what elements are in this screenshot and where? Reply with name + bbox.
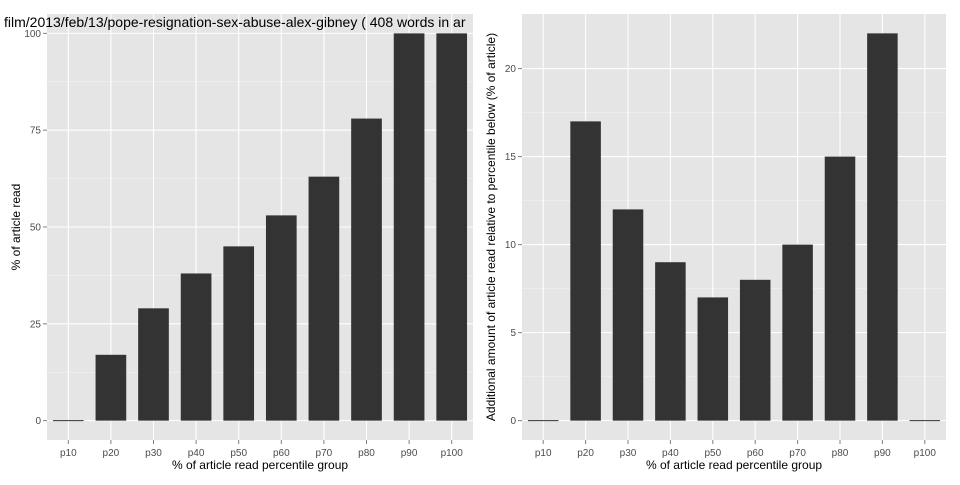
x-tick-label-p80: p80 — [832, 448, 849, 459]
x-tick-label-p40: p40 — [188, 448, 205, 459]
bar-p40 — [655, 262, 686, 421]
bar-p50 — [697, 297, 729, 421]
bar-p30 — [138, 308, 169, 421]
bar-p40 — [180, 273, 212, 421]
x-tick-label-p20: p20 — [103, 448, 120, 459]
y-tick-label: 0 — [510, 416, 516, 427]
x-tick-label-p90: p90 — [401, 448, 418, 459]
x-tick-label-p50: p50 — [704, 448, 721, 459]
y-tick-label: 10 — [505, 240, 517, 251]
x-tick-label-p90: p90 — [874, 448, 891, 459]
bar-p100 — [436, 33, 468, 421]
chart-panel-2: 0 5 10 15 20 p10 p20 p30 p40 p50 p60 p70 p80 p90 p100%… — [484, 14, 946, 472]
chart-panel-1: 0 25 50 75 100 p10 p20 p30 p40 p50 p60 p70 p80 p90 p10… — [4, 14, 473, 472]
x-tick-label-p80: p80 — [358, 448, 375, 459]
bar-p30 — [612, 209, 644, 421]
bar-p90 — [393, 33, 425, 421]
y-tick-label: 0 — [35, 416, 41, 427]
bar-p70 — [308, 176, 340, 421]
y-tick-label: 100 — [24, 29, 41, 40]
x-tick-label-p100: p100 — [441, 448, 464, 459]
x-tick-label-p60: p60 — [747, 448, 764, 459]
y-tick-label: 5 — [510, 328, 516, 339]
x-tick-label-p30: p30 — [145, 448, 162, 459]
x-tick-label-p60: p60 — [273, 448, 290, 459]
y-tick-label: 75 — [30, 126, 42, 137]
bar-p60 — [265, 215, 297, 421]
x-tick-label-p10: p10 — [535, 448, 552, 459]
x-axis-title: % of article read percentile group — [646, 458, 822, 472]
x-axis-title: % of article read percentile group — [172, 458, 348, 472]
x-tick-label-p20: p20 — [577, 448, 594, 459]
bar-p90 — [867, 33, 898, 421]
bar-p60 — [739, 279, 771, 421]
y-tick-label: 25 — [30, 319, 42, 330]
y-axis-title: % of article read — [9, 184, 23, 271]
y-tick-label: 20 — [505, 64, 517, 75]
bar-p50 — [223, 246, 255, 421]
x-tick-label-p30: p30 — [620, 448, 637, 459]
y-tick-label: 50 — [30, 223, 42, 234]
chart-title: film/2013/feb/13/pope-resignation-sex-ab… — [4, 14, 466, 30]
y-axis-title: Additional amount of article read relati… — [484, 33, 498, 421]
bar-p80 — [351, 118, 382, 421]
bar-p70 — [782, 244, 813, 421]
bar-p80 — [824, 156, 856, 421]
x-tick-label-p100: p100 — [914, 448, 937, 459]
bar-p20 — [570, 121, 601, 421]
x-tick-label-p70: p70 — [316, 448, 333, 459]
bar-p20 — [95, 354, 127, 421]
x-tick-label-p70: p70 — [789, 448, 806, 459]
x-tick-label-p10: p10 — [60, 448, 77, 459]
x-tick-label-p50: p50 — [230, 448, 247, 459]
x-tick-label-p40: p40 — [662, 448, 679, 459]
y-tick-label: 15 — [505, 152, 517, 163]
